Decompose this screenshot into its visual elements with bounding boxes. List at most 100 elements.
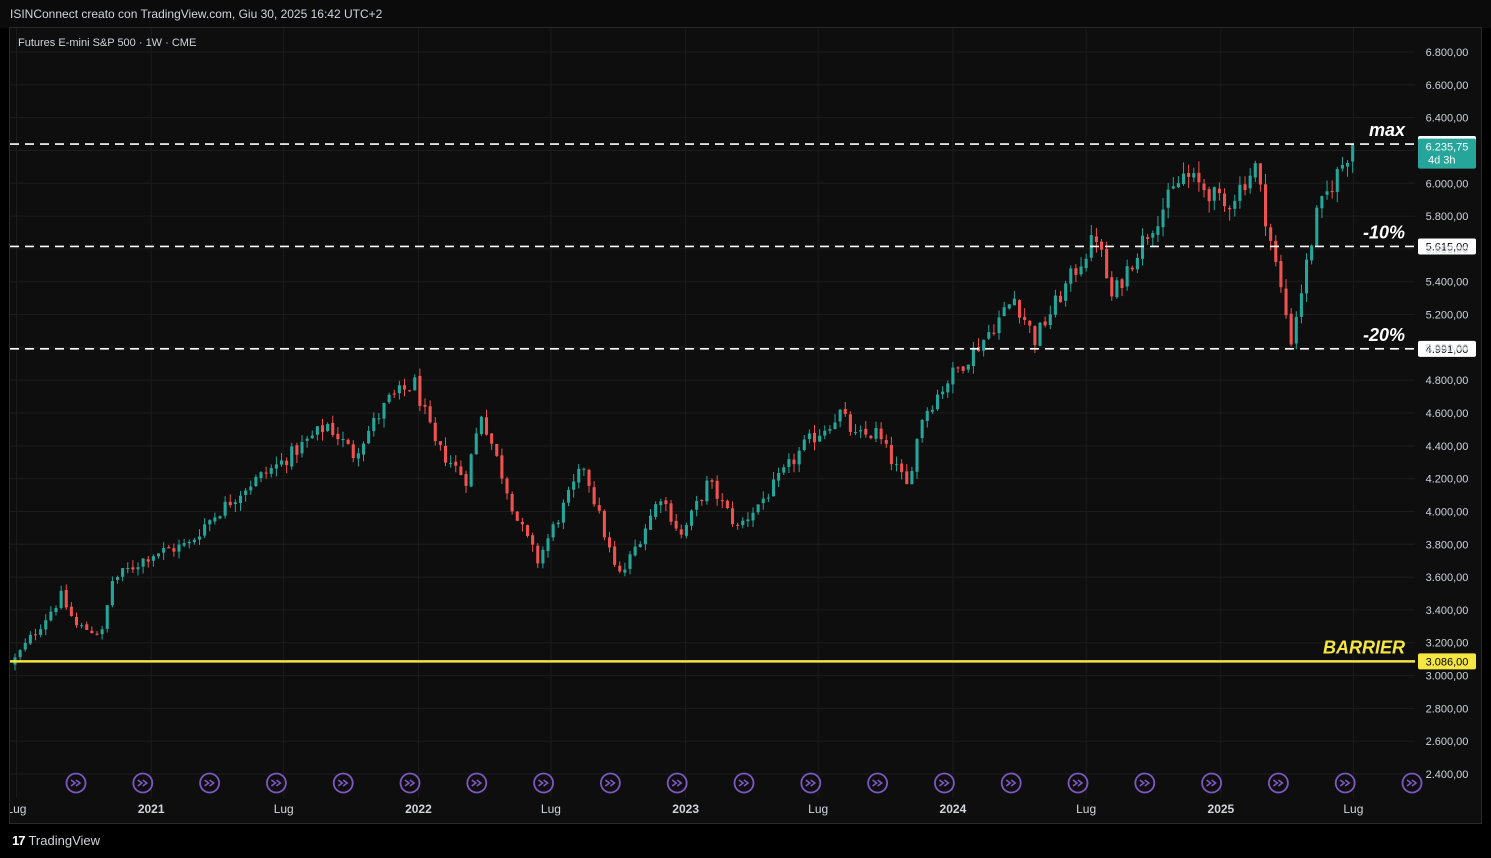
candle-body [628, 554, 632, 569]
price-tag-bg [1418, 238, 1476, 255]
candle-body [1320, 196, 1324, 209]
x-tick-label: Lug [10, 802, 26, 816]
event-icon-ring [1067, 772, 1089, 794]
candle-body [259, 472, 263, 479]
candle-body [761, 498, 765, 504]
candle-body [1064, 283, 1068, 301]
candle-body [818, 435, 822, 442]
candle-body [956, 367, 960, 369]
candle-body [720, 500, 724, 502]
candle-body [484, 417, 489, 435]
chart-title: Futures E-mini S&P 500 · 1W · CME [18, 37, 196, 49]
candle-body [905, 471, 909, 485]
candle-body [49, 611, 53, 621]
candle-body [167, 547, 171, 549]
candle-body [1253, 163, 1257, 178]
candle-body [674, 520, 678, 529]
candle-body [859, 430, 863, 432]
candle-body [233, 502, 237, 505]
candle-body [1248, 175, 1252, 189]
candle-body [197, 536, 202, 540]
y-tick-label: 6.400,00 [1426, 113, 1469, 125]
candle-body [59, 590, 63, 609]
event-icon-ring [1201, 772, 1222, 794]
candle-body [843, 409, 847, 415]
y-tick-label: 3.200,00 [1426, 638, 1469, 650]
tradingview-logo[interactable]: 17 TradingView [12, 833, 100, 848]
candle-body [110, 581, 114, 606]
event-icon-arrow [1139, 779, 1151, 787]
level-label-barrier: BARRIER [1323, 637, 1405, 657]
candle-body [1279, 261, 1283, 288]
candle-body [1074, 268, 1078, 275]
candle-body [664, 500, 668, 505]
y-tick-label: 6.600,00 [1426, 80, 1469, 92]
candle-body [423, 404, 427, 407]
x-tick-label: 2021 [138, 802, 165, 816]
candle-body [1105, 248, 1109, 279]
candle-body [802, 439, 806, 450]
candle-body [1166, 189, 1170, 208]
event-icon-arrow [805, 779, 817, 787]
y-tick-label: 3.600,00 [1426, 572, 1469, 584]
candle-body [607, 537, 612, 548]
chart-frame[interactable]: Futures E-mini S&P 500 · 1W · CME max 6.23… [9, 27, 1482, 824]
candle-body [1202, 183, 1206, 191]
x-tick-label: Lug [1076, 802, 1096, 816]
candle-body [587, 469, 591, 486]
candle-body [1038, 322, 1042, 346]
event-icon-ring [1268, 772, 1289, 794]
candle-body [695, 500, 699, 510]
candle-body [710, 480, 714, 482]
candle-body [203, 524, 207, 536]
candle-body [1181, 173, 1186, 185]
candle-body [515, 511, 519, 521]
candle-body [966, 364, 970, 370]
candle-body [279, 460, 284, 465]
candle-body [1304, 259, 1309, 294]
candle-body [408, 390, 412, 392]
level-label-minus-10: -10% [1363, 222, 1405, 242]
event-icon-ring [533, 772, 554, 794]
last-price-value: 6.235,75 [1426, 142, 1469, 154]
candle-body [997, 317, 1001, 334]
candle-body [39, 629, 43, 635]
candle-body [751, 512, 755, 521]
candle-body [505, 478, 509, 494]
event-icon-arrow [1272, 779, 1284, 787]
event-icon [399, 772, 421, 794]
candle-body [715, 480, 719, 499]
candle-body [838, 409, 842, 422]
candle-body [884, 439, 888, 444]
candle-body [372, 418, 376, 432]
x-tick-label: 2023 [672, 802, 699, 816]
candle-body [274, 464, 278, 469]
event-icon [265, 772, 287, 794]
tradingview-logo-icon: 17 [12, 833, 26, 848]
event-icon-arrow [1005, 779, 1017, 787]
candle-body [223, 501, 227, 516]
candle-body [633, 546, 637, 556]
candle-body [1007, 304, 1011, 309]
candle-body [433, 422, 437, 442]
y-tick-label: 4.600,00 [1426, 408, 1469, 420]
candle-body [300, 441, 304, 454]
event-icon-ring [1134, 772, 1156, 794]
candle-body [238, 495, 243, 503]
candle-body [1151, 233, 1155, 238]
candle-body [551, 524, 555, 538]
candle-body [295, 445, 299, 455]
price-tag-barrier: 3.086,00 [1418, 653, 1476, 670]
candle-body [254, 476, 258, 487]
candle-body [1212, 187, 1216, 201]
candle-body [464, 474, 468, 486]
event-icon [733, 772, 755, 794]
candle-body [541, 549, 545, 564]
level-label-max: max [1369, 120, 1406, 140]
chart-canvas[interactable]: Futures E-mini S&P 500 · 1W · CME max 6.23… [10, 28, 1481, 823]
candle-body [54, 607, 58, 613]
candle-body [392, 393, 396, 395]
candle-body [766, 497, 770, 499]
candle-body [992, 332, 996, 334]
